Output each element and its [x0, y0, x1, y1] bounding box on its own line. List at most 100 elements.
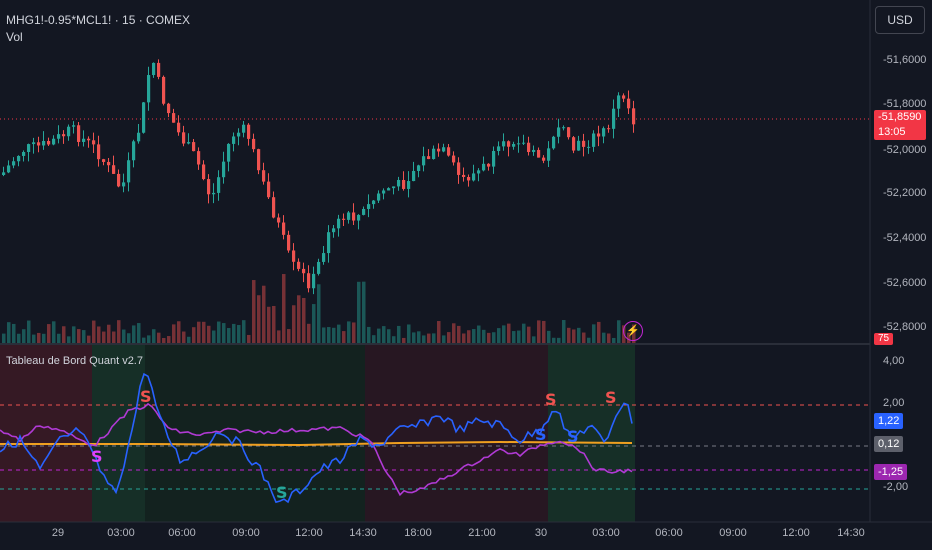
- time-tick: 29: [51, 527, 65, 539]
- candle-body: [267, 181, 271, 198]
- candle-body: [507, 141, 511, 147]
- volume-bar: [397, 325, 401, 343]
- volume-bar: [227, 328, 231, 343]
- volume-bar: [422, 335, 426, 343]
- volume-bar: [617, 320, 621, 343]
- candle-body: [222, 161, 226, 178]
- volume-bar: [217, 321, 221, 343]
- volume-bar: [412, 332, 416, 343]
- candle-body: [622, 95, 626, 99]
- volume-bar: [137, 323, 141, 343]
- volume-bar: [362, 281, 366, 343]
- candle-body: [27, 144, 31, 153]
- volume-legend[interactable]: Vol: [6, 30, 23, 44]
- candle-body: [352, 212, 356, 221]
- candle-body: [97, 144, 101, 160]
- volume-bar: [332, 327, 336, 343]
- candle-body: [487, 163, 491, 167]
- candle-body: [87, 138, 91, 141]
- candle-body: [237, 132, 241, 137]
- volume-bar: [112, 331, 116, 343]
- bar-countdown: 13:05: [878, 126, 906, 138]
- candle-body: [142, 102, 146, 133]
- candle-body: [357, 214, 361, 221]
- indicator-tick: 2,00: [883, 397, 905, 409]
- volume-bar: [527, 326, 531, 343]
- volume-bar: [377, 328, 381, 343]
- candle-body: [437, 148, 441, 152]
- indicator-title[interactable]: Tableau de Bord Quant v2.7: [6, 355, 143, 367]
- currency-button[interactable]: USD: [875, 6, 925, 34]
- candle-body: [537, 149, 541, 158]
- candle-body: [182, 132, 186, 144]
- candle-body: [272, 197, 276, 218]
- symbol-legend[interactable]: MHG1!-0.95*MCL1! · 15 · COMEX: [6, 13, 191, 27]
- candle-body: [492, 151, 496, 167]
- candle-body: [197, 151, 201, 165]
- candle-body: [277, 217, 281, 223]
- candle-body: [627, 98, 631, 109]
- lightning-icon[interactable]: ⚡: [623, 321, 643, 341]
- volume-bar: [437, 321, 441, 343]
- candle-body: [422, 156, 426, 166]
- time-tick: 14:30: [837, 527, 865, 539]
- candle-body: [527, 142, 531, 153]
- volume-bar: [37, 332, 41, 343]
- candle-body: [397, 179, 401, 187]
- candle-body: [47, 140, 51, 145]
- candle-body: [242, 124, 246, 133]
- candle-body: [442, 147, 446, 152]
- volume-bar: [537, 320, 541, 343]
- candle-body: [82, 138, 86, 142]
- volume-bar: [357, 281, 361, 343]
- candle-body: [572, 137, 576, 151]
- volume-bar: [212, 330, 216, 343]
- time-tick: 21:00: [468, 527, 496, 539]
- time-tick: 03:00: [592, 527, 620, 539]
- signal-marker: S: [605, 388, 617, 407]
- candle-body: [597, 133, 601, 137]
- candle-body: [362, 208, 366, 215]
- volume-bar: [552, 337, 556, 343]
- volume-bar: [417, 331, 421, 343]
- volume-bar: [122, 329, 126, 343]
- volume-bar: [392, 336, 396, 343]
- candle-body: [457, 162, 461, 175]
- candle-body: [302, 268, 306, 274]
- candle-body: [292, 250, 296, 262]
- candle-body: [417, 165, 421, 171]
- volume-bar: [162, 337, 166, 343]
- time-tick: 09:00: [232, 527, 260, 539]
- volume-bar: [157, 332, 161, 343]
- candle-body: [62, 134, 66, 137]
- candle-body: [172, 113, 176, 123]
- indicator-zone: [365, 345, 548, 522]
- price-tick: -52,8000: [883, 321, 927, 333]
- candle-body: [632, 108, 636, 125]
- volume-bar: [237, 325, 241, 343]
- volume-bar: [457, 325, 461, 343]
- volume-bar: [442, 335, 446, 343]
- candle-body: [367, 204, 371, 209]
- volume-bar: [322, 327, 326, 343]
- candle-body: [332, 228, 336, 233]
- volume-bar: [312, 304, 316, 343]
- volume-bar: [117, 320, 121, 343]
- candle-body: [297, 261, 301, 269]
- candle-body: [522, 142, 526, 144]
- volume-bar: [467, 330, 471, 343]
- volume-bar: [502, 325, 506, 343]
- candle-body: [212, 192, 216, 195]
- candle-body: [592, 133, 596, 147]
- candle-body: [577, 140, 581, 151]
- candle-body: [307, 273, 311, 289]
- purple-line: [0, 402, 633, 497]
- candle-body: [157, 62, 161, 77]
- volume-bar: [447, 332, 451, 343]
- candle-body: [227, 143, 231, 162]
- candle-body: [147, 75, 151, 103]
- candle-body: [547, 148, 551, 161]
- volume-bar: [87, 335, 91, 343]
- indicator-zones: [0, 345, 635, 522]
